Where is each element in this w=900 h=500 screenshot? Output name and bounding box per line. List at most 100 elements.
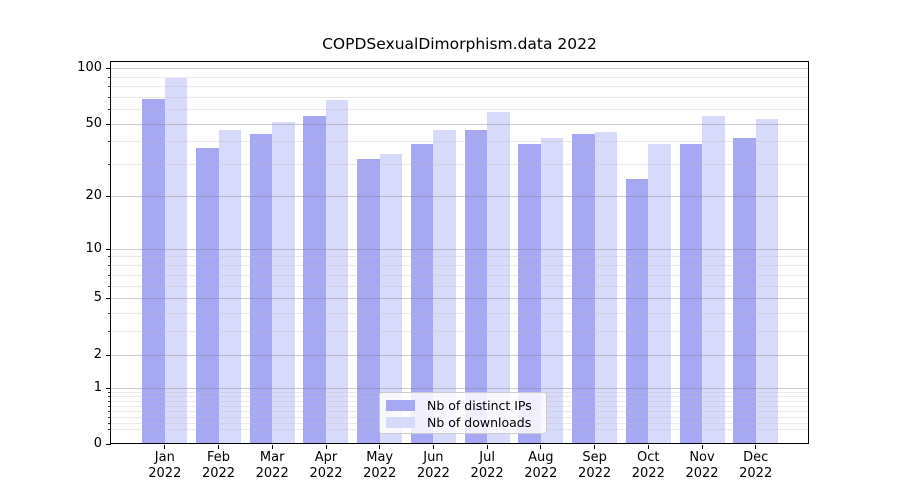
x-tick-mark-oct [647,445,649,449]
minor-gridline-3 [110,331,809,333]
y-minor-tick-mark-0.5 [107,411,111,412]
x-tick-year-sep: 2022 [578,465,612,481]
bar-oct-distinct-ips [625,178,649,444]
major-gridline-100 [110,68,809,69]
x-tick-month-feb: Feb [206,450,231,465]
bar-apr-distinct-ips [303,116,326,444]
major-gridline-20 [110,196,809,197]
x-tick-label-may: May 2022 [350,450,410,481]
bar-jan-downloads [164,78,188,444]
y-minor-tick-mark-8 [107,265,111,266]
x-tick-year-dec: 2022 [739,465,773,481]
x-tick-mark-jan [164,445,166,449]
y-tick-label-10: 10 [85,240,102,256]
bar-feb-downloads [218,130,242,444]
y-minor-tick-mark-0.6 [107,405,111,407]
major-gridline-1 [110,387,809,389]
bar-dec-downloads [755,119,779,444]
bar-mar-downloads [272,122,295,444]
x-tick-month-apr: Apr [314,450,338,465]
x-tick-label-feb: Feb 2022 [189,450,249,481]
y-minor-tick-mark-90 [107,76,111,78]
x-tick-year-nov: 2022 [685,465,719,481]
bar-oct-downloads [648,143,671,444]
x-tick-mark-dec [755,445,757,449]
bar-jul-distinct-ips [464,130,488,444]
x-tick-label-jul: Jul 2022 [457,450,517,481]
bar-nov-downloads [702,116,725,444]
y-minor-tick-mark-0.4 [107,416,111,418]
x-tick-label-dec: Dec 2022 [726,450,786,481]
minor-gridline-70 [110,96,809,98]
chart-title: COPDSexualDimorphism.data 2022 [322,35,597,53]
x-tick-month-aug: Aug [528,450,554,465]
y-tick-label-0: 0 [93,436,102,451]
x-tick-label-nov: Nov 2022 [672,450,732,481]
y-tick-label-5: 5 [93,290,102,305]
y-tick-mark-10 [105,248,111,250]
bar-feb-distinct-ips [196,147,219,444]
minor-gridline-6 [110,285,809,287]
y-tick-label-50: 50 [85,115,102,131]
y-minor-tick-mark-0.7 [107,400,111,402]
legend-item-downloads: Nb of downloads [386,414,546,431]
y-minor-tick-mark-60 [107,109,111,111]
x-tick-label-aug: Aug 2022 [511,450,571,481]
x-tick-mark-feb [218,445,219,449]
y-tick-mark-1 [105,387,111,389]
legend: Nb of distinct IPs Nb of downloads [379,392,547,434]
x-tick-mark-may [379,445,381,449]
bar-mar-distinct-ips [249,133,273,444]
major-gridline-2 [110,354,809,356]
x-tick-mark-jul [486,445,488,449]
bar-apr-downloads [325,100,349,444]
y-minor-tick-mark-0.2 [107,429,111,431]
minor-gridline-80 [110,86,809,87]
x-tick-label-jan: Jan 2022 [135,450,195,481]
y-tick-label-2: 2 [93,346,102,362]
y-minor-tick-mark-4 [107,312,111,314]
x-tick-label-oct: Oct 2022 [618,450,678,481]
bar-jan-distinct-ips [142,99,165,444]
legend-swatch-distinct-ips-icon [386,400,415,411]
minor-gridline-30 [110,164,809,166]
x-tick-year-mar: 2022 [255,465,289,481]
x-tick-year-jun: 2022 [416,465,450,481]
x-tick-year-jan: 2022 [148,465,182,481]
y-tick-label-1: 1 [93,379,102,395]
y-tick-mark-50 [105,123,111,125]
y-minor-tick-mark-70 [107,96,111,98]
bar-nov-distinct-ips [679,143,702,444]
y-tick-mark-20 [105,196,111,197]
y-tick-label-100: 100 [77,60,102,75]
x-tick-month-sep: Sep [582,450,607,465]
bar-sep-downloads [594,132,618,444]
minor-gridline-7 [110,274,809,276]
y-minor-tick-mark-6 [107,285,111,287]
x-tick-year-oct: 2022 [631,465,665,481]
bar-may-distinct-ips [357,159,380,444]
x-tick-month-oct: Oct [637,450,660,465]
x-tick-mark-apr [325,445,327,449]
x-tick-year-apr: 2022 [309,465,343,481]
x-tick-label-mar: Mar 2022 [242,450,302,481]
legend-label-downloads: Nb of downloads [427,415,532,430]
bar-jun-distinct-ips [410,143,434,444]
bar-aug-downloads [540,137,564,444]
x-tick-year-may: 2022 [363,465,397,481]
y-tick-label-20: 20 [85,188,102,203]
x-tick-month-may: May [366,450,394,465]
minor-gridline-40 [110,141,809,143]
y-minor-tick-mark-0.8 [107,396,111,398]
major-gridline-50 [110,123,809,125]
x-tick-mark-jun [432,445,434,449]
y-minor-tick-mark-40 [107,141,111,143]
legend-swatch-downloads-icon [386,417,415,428]
x-tick-month-jul: Jul [479,450,495,465]
x-tick-month-jun: Jun [423,450,444,465]
x-tick-month-mar: Mar [259,450,285,465]
x-tick-month-dec: Dec [743,450,769,465]
bar-jul-downloads [487,111,510,444]
minor-gridline-8 [110,265,809,266]
y-minor-tick-mark-80 [107,86,111,87]
